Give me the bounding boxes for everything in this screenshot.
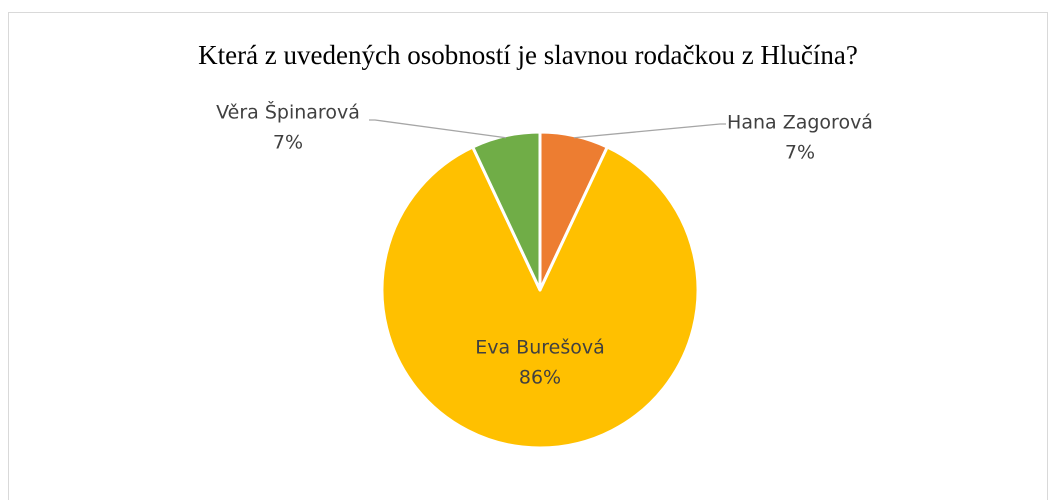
data-label-name: Věra Špinarová (216, 100, 360, 124)
data-label-value: 7% (273, 132, 303, 154)
leader-line (573, 123, 726, 139)
data-label-name: Hana Zagorová (727, 112, 873, 134)
pie-slice (380, 145, 700, 450)
leader-line (369, 119, 507, 139)
data-label-value: 7% (785, 142, 815, 164)
chart-title: Která z uvedených osobností je slavnou r… (198, 40, 858, 70)
pie-slice (471, 130, 542, 292)
data-label-value: 86% (519, 367, 561, 389)
data-label-name: Eva Burešová (475, 337, 605, 359)
